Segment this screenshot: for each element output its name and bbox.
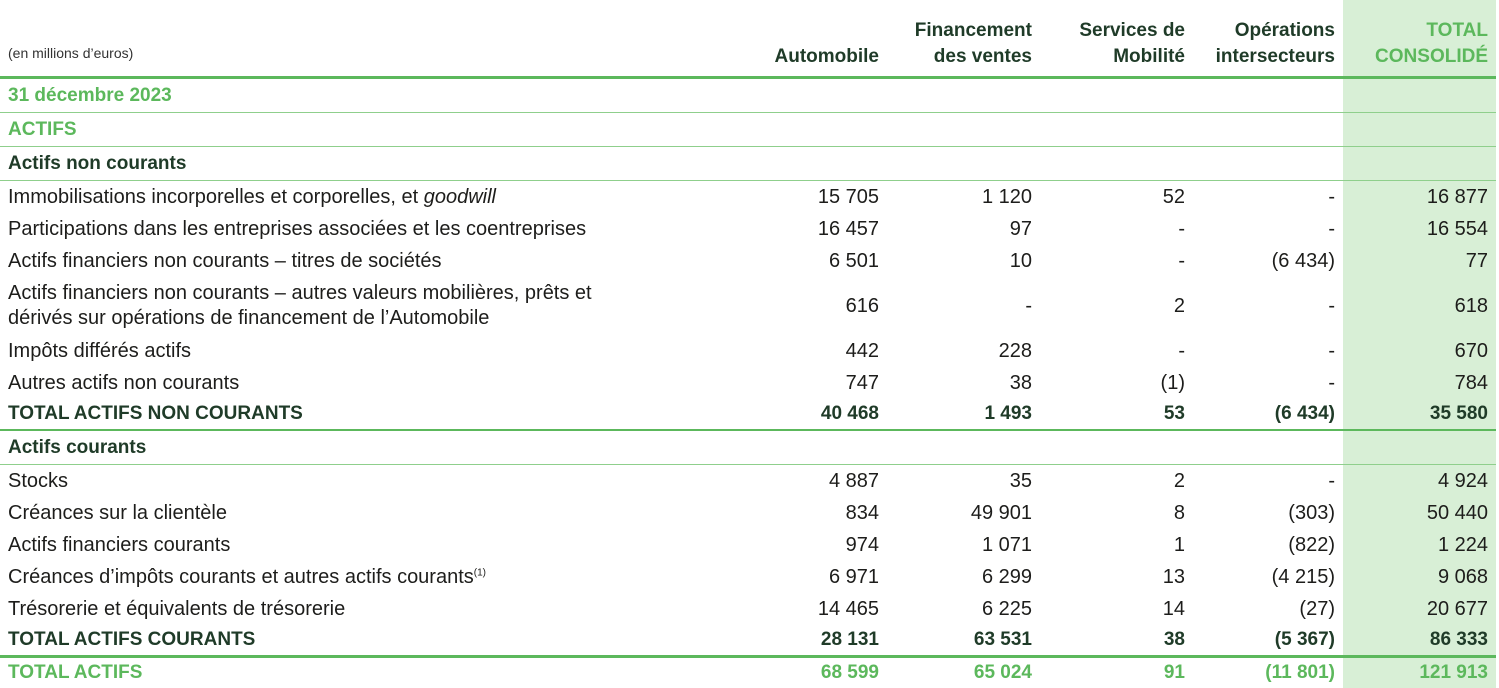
- section-heading-courants: Actifs courants: [0, 430, 1496, 465]
- table-row: Actifs financiers non courants – titres …: [0, 245, 1496, 277]
- header-row: (en millions d’euros) Automobile Finance…: [0, 0, 1496, 79]
- table-row: Trésorerie et équivalents de trésorerie …: [0, 593, 1496, 625]
- total-row-courants: TOTAL ACTIFS COURANTS 28 131 63 531 38 (…: [0, 625, 1496, 658]
- col-header-total: TOTAL CONSOLIDÉ: [1343, 0, 1496, 79]
- total-row-non-courants: TOTAL ACTIFS NON COURANTS 40 468 1 493 5…: [0, 399, 1496, 431]
- col-header-financement: Financement des ventes: [887, 0, 1040, 79]
- row-label: Immobilisations incorporelles et corpore…: [8, 185, 496, 208]
- date-label: 31 décembre 2023: [0, 77, 1343, 113]
- section-heading-non-courants: Actifs non courants: [0, 146, 1496, 181]
- table-row: Participations dans les entreprises asso…: [0, 213, 1496, 245]
- row-label: Actifs financiers courants: [8, 533, 231, 556]
- actifs-row: ACTIFS: [0, 112, 1496, 147]
- col-header-operations: Opérations intersecteurs: [1193, 0, 1343, 79]
- row-label: Créances d’impôts courants et autres act…: [8, 565, 487, 588]
- row-label: Actifs financiers non courants – autres …: [8, 282, 592, 329]
- actifs-label: ACTIFS: [0, 112, 1343, 147]
- table-row: Immobilisations incorporelles et corpore…: [0, 181, 1496, 214]
- table-row: Créances sur la clientèle 834 49 901 8 (…: [0, 497, 1496, 529]
- row-label: Stocks: [8, 469, 69, 492]
- row-label: Trésorerie et équivalents de trésorerie: [8, 597, 346, 620]
- row-label: Participations dans les entreprises asso…: [8, 217, 587, 240]
- table-row: Actifs financiers courants 974 1 071 1 (…: [0, 529, 1496, 561]
- col-header-services: Services de Mobilité: [1040, 0, 1193, 79]
- row-label: Impôts différés actifs: [8, 339, 192, 362]
- date-row: 31 décembre 2023: [0, 77, 1496, 113]
- table-row: Autres actifs non courants 747 38 (1) - …: [0, 367, 1496, 399]
- unit-label: (en millions d’euros): [0, 0, 735, 79]
- grand-total-row: TOTAL ACTIFS 68 599 65 024 91 (11 801) 1…: [0, 655, 1496, 688]
- table-row: Impôts différés actifs 442 228 - - 670: [0, 335, 1496, 367]
- row-label: Créances sur la clientèle: [8, 501, 227, 524]
- table-row: Créances d’impôts courants et autres act…: [0, 561, 1496, 593]
- row-label: Autres actifs non courants: [8, 371, 240, 394]
- row-label: Actifs financiers non courants – titres …: [8, 249, 442, 272]
- footnote-marker: (1): [473, 566, 487, 578]
- table-row: Stocks 4 887 35 2 - 4 924: [0, 465, 1496, 498]
- table-row: Actifs financiers non courants – autres …: [0, 277, 1496, 335]
- col-header-automobile: Automobile: [735, 0, 887, 79]
